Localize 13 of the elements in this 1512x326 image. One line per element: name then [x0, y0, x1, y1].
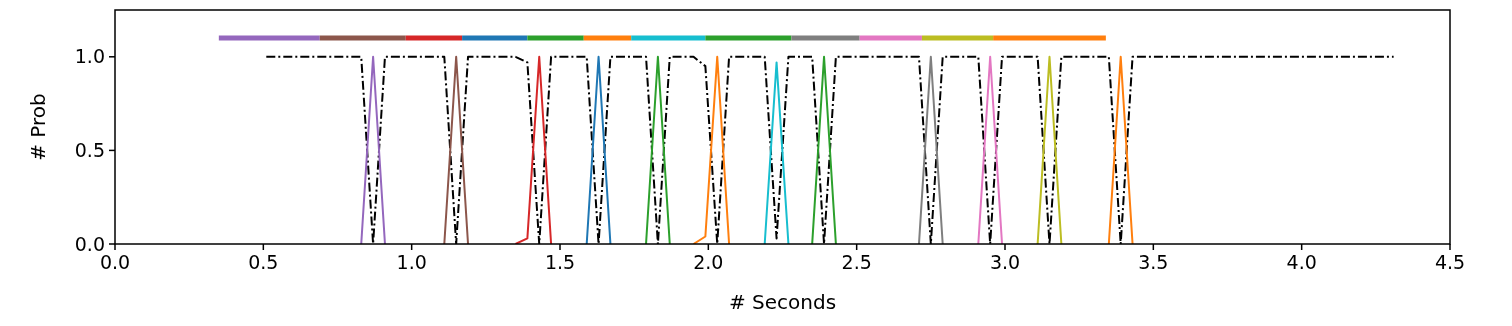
- x-tick-label: 2.0: [693, 251, 724, 273]
- x-tick-label: 1.5: [544, 251, 576, 273]
- x-tick-label: 3.0: [989, 251, 1021, 273]
- x-tick-label: 4.0: [1286, 251, 1317, 273]
- y-tick-label: 1.0: [74, 45, 105, 68]
- x-tick-label: 1.0: [396, 251, 427, 273]
- x-tick-label: 0.5: [248, 251, 279, 273]
- x-axis-title: # Seconds: [728, 290, 837, 314]
- x-tick-label: 4.5: [1434, 251, 1466, 273]
- y-tick-label: 0.5: [74, 139, 105, 162]
- x-tick-label: 3.5: [1138, 251, 1169, 273]
- y-axis-title: # Prob: [26, 93, 50, 161]
- x-tick-label: 2.5: [841, 251, 872, 273]
